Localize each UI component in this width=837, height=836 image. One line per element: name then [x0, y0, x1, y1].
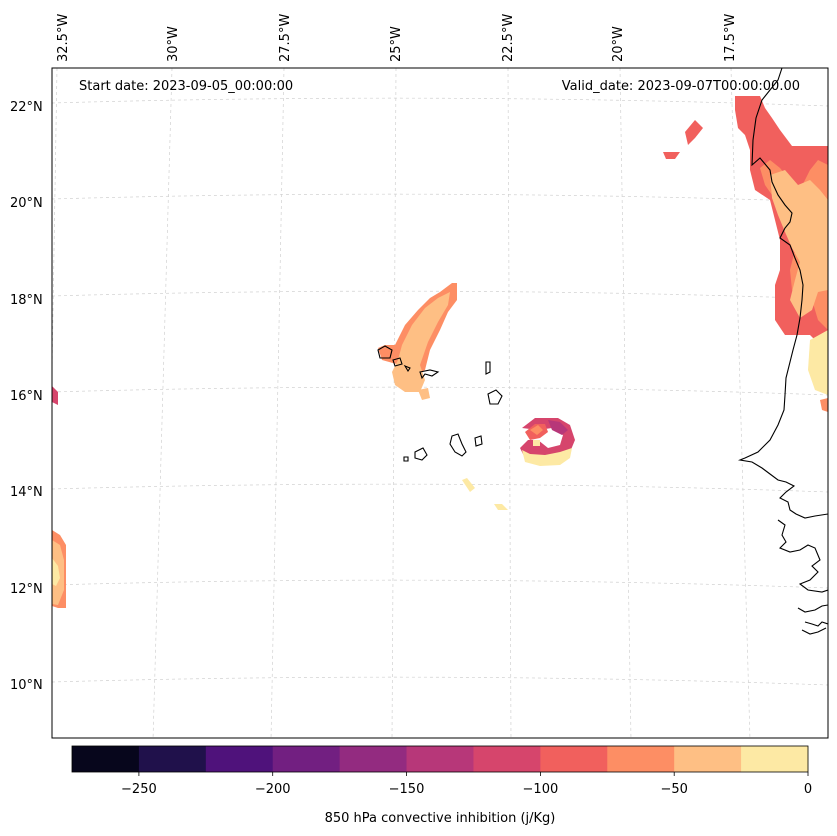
lat-label-14n: 14°N — [10, 485, 43, 500]
colorbar-cell — [674, 746, 742, 772]
contour-streak-1 — [685, 120, 703, 145]
colorbar-cells — [72, 746, 809, 772]
colorbar-cell — [607, 746, 675, 772]
island-santo-antao — [377, 345, 393, 359]
colorbar-cell — [741, 746, 809, 772]
contour-left-pale — [52, 558, 60, 586]
colorbar-cell — [473, 746, 541, 772]
graticule — [52, 68, 828, 738]
contour-ring-pale — [522, 448, 572, 466]
lat-label-10n: 10°N — [10, 678, 43, 693]
island-sao-nicolau — [419, 369, 440, 380]
contour-ring-peach — [530, 425, 543, 435]
island-fogo — [414, 447, 428, 461]
island-sao-vicente — [392, 357, 403, 367]
island-boa-vista — [487, 389, 503, 405]
colorbar-tick-minus100: −100 — [523, 782, 559, 797]
colorbar: −250 −200 −150 −100 −50 0 850 hPa convec… — [71, 745, 812, 826]
island-santiago — [449, 433, 467, 457]
lon-label-27-5w: 27.5°W — [278, 14, 293, 62]
colorbar-cell — [540, 746, 608, 772]
colorbar-frame — [71, 745, 809, 773]
longitude-labels: 32.5°W 30°W 27.5°W 25°W 22.5°W 20°W 17.5… — [56, 14, 738, 62]
contour-coastal-inner — [770, 170, 828, 318]
contour-ring-dark — [548, 420, 568, 435]
map-frame — [51, 67, 829, 739]
lon-label-17-5w: 17.5°W — [723, 14, 738, 62]
contour-streak-2 — [663, 152, 680, 159]
contour-left-red — [52, 386, 58, 405]
colorbar-cell — [205, 746, 274, 772]
valid-date-text: Valid_date: 2023-09-07T00:00:00.00 — [562, 79, 800, 94]
colorbar-cell — [339, 746, 408, 772]
colorbar-tick-0: 0 — [804, 782, 812, 797]
contour-speck-2 — [494, 504, 508, 510]
lat-label-22n: 22°N — [10, 100, 43, 115]
gambia-coast — [777, 519, 828, 593]
colorbar-tick-minus150: −150 — [389, 782, 425, 797]
contour-coastal-pale — [808, 330, 828, 395]
island-santa-luzia — [403, 364, 411, 373]
lon-label-32-5w: 32.5°W — [56, 14, 71, 62]
contour-speck-1 — [462, 478, 475, 492]
latitude-labels: 22°N 20°N 18°N 16°N 14°N 12°N 10°N — [10, 100, 43, 693]
lat-label-16n: 16°N — [10, 389, 43, 404]
lon-label-22-5w: 22.5°W — [501, 14, 516, 62]
colorbar-tick-minus250: −250 — [121, 782, 157, 797]
lon-label-20w: 20°W — [611, 26, 626, 62]
island-maio — [474, 435, 483, 447]
lon-label-30w: 30°W — [166, 26, 181, 62]
start-date-text: Start date: 2023-09-05_00:00:00 — [79, 79, 293, 94]
contour-coastal-pale-2 — [820, 398, 828, 412]
map-area — [52, 68, 828, 738]
colorbar-cell — [406, 746, 474, 772]
coastlines — [377, 68, 828, 635]
colorbar-cell — [138, 746, 207, 772]
colorbar-label: 850 hPa convective inhibition (j/Kg) — [325, 811, 556, 826]
colorbar-ticks — [138, 772, 809, 776]
africa-coastline — [737, 68, 828, 519]
guinea-coast — [797, 604, 828, 635]
island-brava — [403, 456, 409, 462]
contour-plume-tip — [418, 388, 430, 400]
colorbar-cell — [72, 746, 140, 772]
lat-label-12n: 12°N — [10, 582, 43, 597]
contour-ring-dot — [533, 440, 540, 446]
lon-label-25w: 25°W — [389, 26, 404, 62]
lat-label-18n: 18°N — [10, 293, 43, 308]
colorbar-tick-minus200: −200 — [255, 782, 291, 797]
lat-label-20n: 20°N — [10, 196, 43, 211]
colorbar-tick-minus50: −50 — [660, 782, 687, 797]
island-sal — [485, 361, 491, 375]
colorbar-cell — [272, 746, 341, 772]
